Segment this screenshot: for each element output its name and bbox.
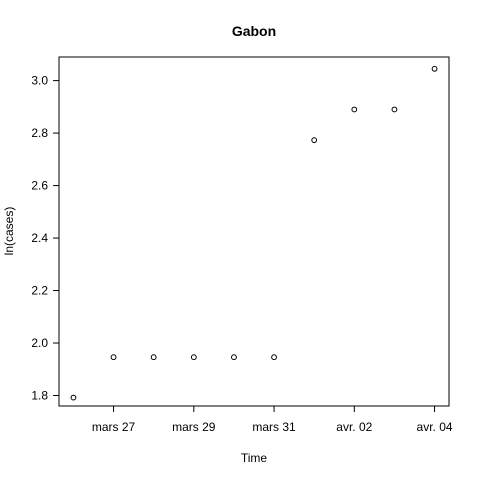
- data-point: [271, 354, 277, 361]
- y-tick-label: 3.0: [31, 74, 48, 88]
- y-tick-label: 2.8: [31, 126, 48, 140]
- x-tick-label: mars 27: [92, 420, 136, 434]
- data-point: [391, 106, 398, 113]
- plot-frame: [58, 56, 450, 407]
- chart-title: Gabon: [232, 23, 276, 39]
- data-point: [431, 65, 438, 72]
- data-point: [231, 354, 237, 361]
- data-point: [70, 394, 77, 401]
- data-point: [351, 106, 358, 113]
- y-axis-ticks: 1.8 2.0 2.2 2.4 2.6 2.8 3.0: [31, 74, 59, 403]
- data-point: [190, 354, 197, 361]
- data-point: [311, 137, 318, 144]
- x-tick-label: mars 31: [252, 420, 296, 434]
- x-axis-ticks: mars 27 mars 29 mars 31 avr. 02 avr. 04: [92, 406, 453, 434]
- x-axis-label: Time: [241, 451, 268, 465]
- y-tick-label: 2.6: [31, 179, 48, 193]
- data-point: [150, 354, 157, 361]
- data-points: [70, 65, 438, 401]
- x-tick-label: avr. 04: [417, 420, 453, 434]
- axes: [58, 56, 450, 407]
- data-point: [110, 354, 117, 361]
- x-tick-label: avr. 02: [336, 420, 372, 434]
- y-axis-label: ln(cases): [2, 207, 16, 256]
- x-tick-label: mars 29: [172, 420, 216, 434]
- y-tick-label: 2.2: [31, 284, 48, 298]
- y-tick-label: 1.8: [31, 389, 48, 403]
- y-tick-label: 2.4: [31, 231, 48, 245]
- y-tick-label: 2.0: [31, 336, 48, 350]
